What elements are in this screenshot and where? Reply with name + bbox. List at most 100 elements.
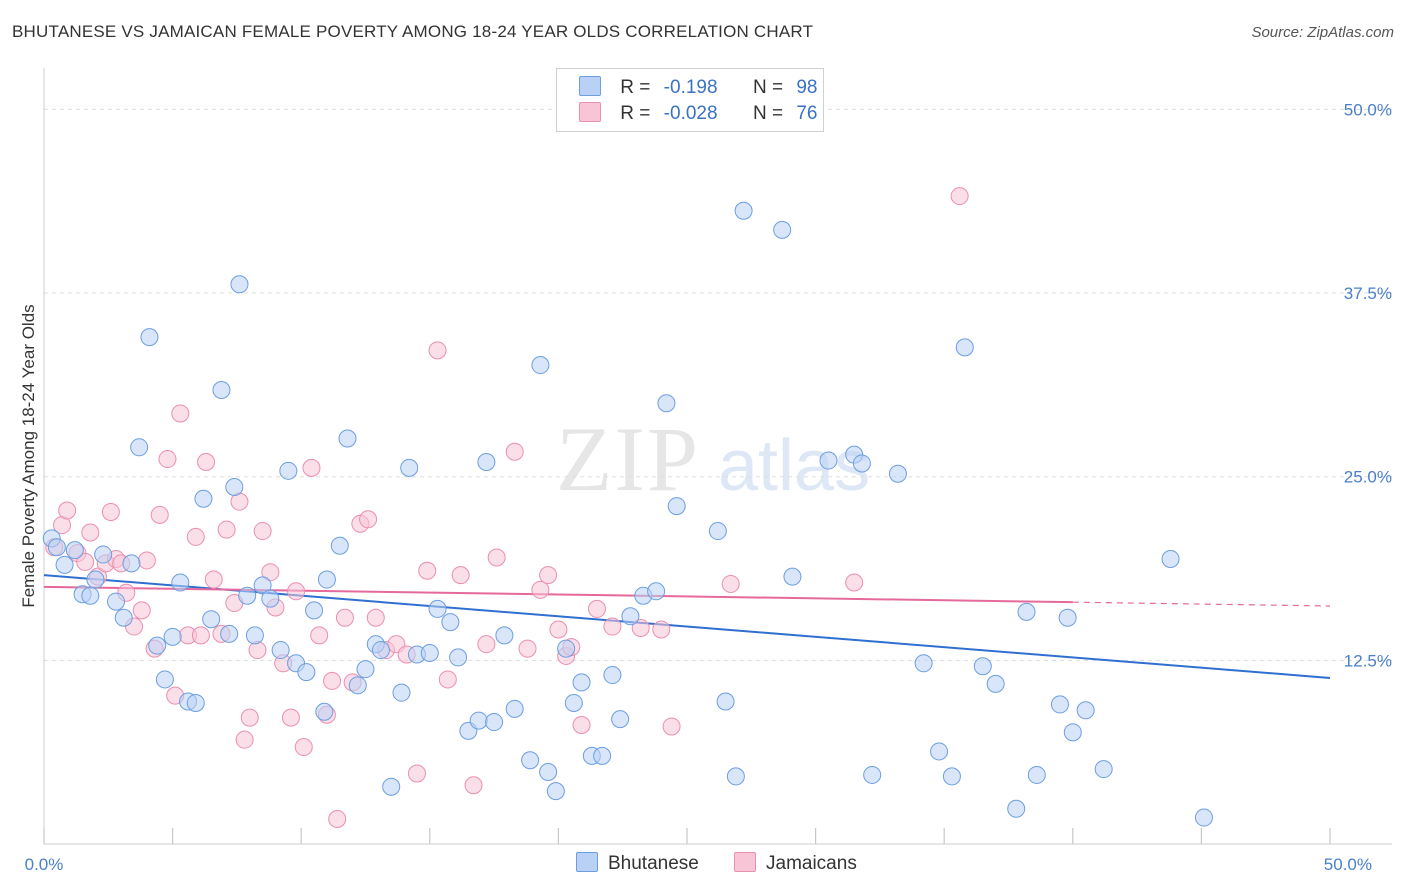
jamaicans-point [287, 582, 306, 601]
legend-row-jamaicans: R = -0.028 N = 76 [579, 102, 817, 126]
bhutanese-point [65, 541, 84, 560]
jamaicans-point [281, 708, 300, 727]
jamaicans-point [587, 599, 606, 618]
bhutanese-point [942, 767, 961, 786]
bhutanese-point [973, 657, 992, 676]
jamaicans-point [518, 639, 537, 658]
legend-r-value: -0.028 [663, 103, 718, 124]
bhutanese-point [819, 451, 838, 470]
bottom-legend-label: Bhutanese [608, 853, 699, 874]
bhutanese-point [122, 554, 141, 573]
y-tick-label: 50.0% [1344, 100, 1392, 119]
bhutanese-point [202, 610, 221, 629]
bhutanese-point [400, 458, 419, 477]
bhutanese-point [1094, 760, 1113, 779]
x-tick-label: 0.0% [25, 855, 64, 874]
bhutanese-point [914, 654, 933, 673]
jamaicans-point [335, 608, 354, 627]
bhutanese-point [546, 782, 565, 801]
bhutanese-point [171, 573, 190, 592]
bhutanese-point [271, 641, 290, 660]
jamaicans-point [428, 341, 447, 360]
jamaicans-point [505, 442, 524, 461]
bhutanese-point [852, 454, 871, 473]
bhutanese-point [773, 220, 792, 239]
jamaicans-point [359, 510, 378, 529]
bhutanese-point [531, 356, 550, 375]
jamaicans-point [240, 708, 259, 727]
bhutanese-point [930, 742, 949, 761]
jamaicans-point [631, 619, 650, 638]
bhutanese-point [1007, 799, 1026, 818]
chart-title: BHUTANESE VS JAMAICAN FEMALE POVERTY AMO… [12, 22, 814, 41]
bhutanese-point [716, 692, 735, 711]
jamaicans-point [137, 551, 156, 570]
jamaicans-point [132, 601, 151, 620]
bhutanese-point [245, 626, 264, 645]
bhutanese-point [485, 713, 504, 732]
jamaicans-point [186, 527, 205, 546]
jamaicans-point [302, 458, 321, 477]
jamaicans-point [531, 580, 550, 599]
bhutanese-point [564, 693, 583, 712]
legend-swatch-blue [579, 76, 601, 96]
bhutanese-point [297, 663, 316, 682]
bhutanese-point [888, 464, 907, 483]
jamaicans-point [76, 552, 95, 571]
bhutanese-point [441, 613, 460, 632]
jamaicans-point [464, 776, 483, 795]
bhutanese-point [783, 567, 802, 586]
bhutanese-point [449, 648, 468, 667]
legend-r-label: R = [620, 103, 651, 124]
jamaicans-point [539, 566, 558, 585]
jamaicans-point [150, 505, 169, 524]
jamaicans-point [171, 404, 190, 423]
bhutanese-point [86, 570, 105, 589]
bhutanese-point [140, 328, 159, 347]
bhutanese-point [114, 608, 133, 627]
bhutanese-point [317, 570, 336, 589]
jamaicans-point [158, 450, 177, 469]
bhutanese-point [220, 624, 239, 643]
bhutanese-point [1027, 765, 1046, 784]
jamaicans-point [477, 635, 496, 654]
bhutanese-point [572, 673, 591, 692]
bhutanese-point [238, 586, 257, 605]
bhutanese-point [1194, 808, 1213, 827]
jamaicans-point [253, 522, 272, 541]
bhutanese-point [356, 660, 375, 679]
y-tick-label: 12.5% [1344, 651, 1392, 670]
bhutanese-point [1017, 602, 1036, 621]
bhutanese-point [94, 545, 113, 564]
bhutanese-point [194, 489, 213, 508]
jamaicans-point [235, 730, 254, 749]
bottom-legend-jamaicans: Jamaicans [734, 852, 857, 875]
jamaicans-point [217, 520, 236, 539]
jamaicans-point [310, 626, 329, 645]
bhutanese-point [1076, 701, 1095, 720]
bhutanese-point [225, 477, 244, 496]
bhutanese-point [1050, 695, 1069, 714]
legend-n-value: 98 [796, 77, 818, 98]
jamaicans-point [204, 570, 223, 589]
jamaicans-point [101, 502, 120, 521]
jamaicans-point [549, 620, 568, 639]
jamaicans-point [845, 573, 864, 592]
jamaicans-point [572, 715, 591, 734]
bhutanese-point [330, 536, 349, 555]
bhutanese-point [55, 555, 74, 574]
bhutanese-point [148, 636, 167, 655]
bhutanese-point [1058, 608, 1077, 627]
bhutanese-point [603, 666, 622, 685]
svg-text:atlas: atlas [718, 426, 870, 506]
jamaicans-point [81, 523, 100, 542]
bhutanese-point [1161, 549, 1180, 568]
bottom-legend-label: Jamaicans [766, 853, 857, 874]
bhutanese-point [955, 338, 974, 357]
bhutanese-point [734, 201, 753, 220]
bottom-legend-bhutanese: Bhutanese [576, 852, 699, 875]
jamaicans-point [323, 671, 342, 690]
bhutanese-point [621, 607, 640, 626]
jamaicans-trend-line-extension [1072, 601, 1331, 607]
bhutanese-point [186, 693, 205, 712]
